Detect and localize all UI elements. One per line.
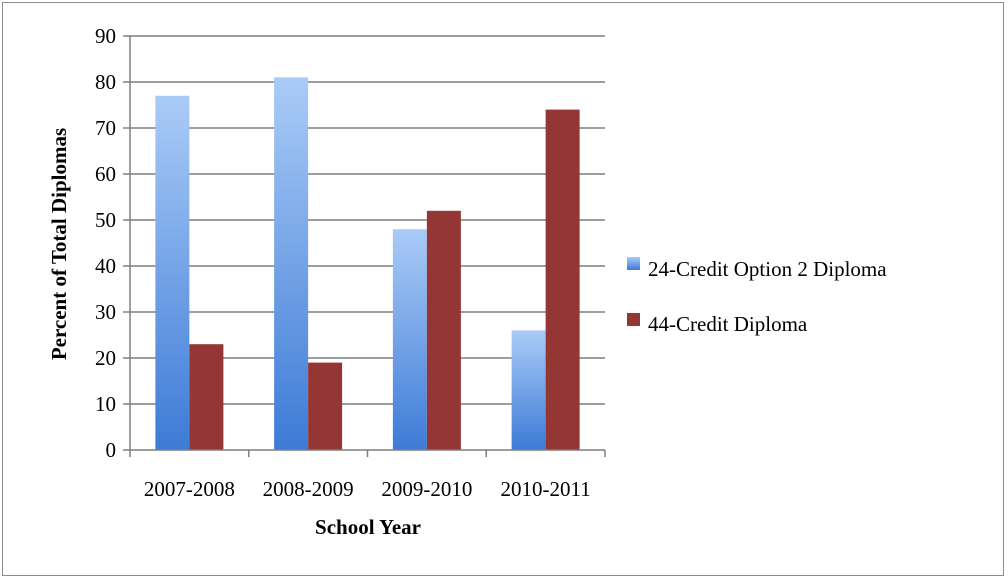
bar-44-credit — [189, 344, 224, 450]
bar-24-credit — [155, 95, 190, 451]
x-axis-title: School Year — [315, 515, 421, 539]
y-tick-label: 40 — [95, 254, 116, 278]
legend-swatch-series-1 — [627, 257, 640, 270]
legend-swatch-series-2 — [627, 313, 640, 326]
bar-44-credit — [426, 210, 461, 450]
y-tick-label: 20 — [95, 346, 116, 370]
legend: 24-Credit Option 2 Diploma 44-Credit Dip… — [627, 257, 887, 336]
y-tick-label: 90 — [95, 24, 116, 48]
bars — [155, 77, 580, 451]
x-tick-label: 2007-2008 — [144, 477, 235, 501]
axis-labels: School Year Percent of Total Diplomas — [47, 128, 421, 539]
bar-24-credit — [511, 330, 546, 450]
x-tick-label: 2009-2010 — [381, 477, 472, 501]
y-tick-label: 30 — [95, 300, 116, 324]
bar-44-credit — [545, 109, 580, 450]
y-tick-label: 0 — [106, 438, 117, 462]
y-tick-label: 60 — [95, 162, 116, 186]
legend-label-series-1: 24-Credit Option 2 Diploma — [648, 257, 887, 281]
legend-label-series-2: 44-Credit Diploma — [648, 312, 808, 336]
y-tick-label: 10 — [95, 392, 116, 416]
y-axis-title: Percent of Total Diplomas — [47, 128, 71, 360]
x-tick-label: 2010-2011 — [501, 477, 591, 501]
y-tick-label: 80 — [95, 70, 116, 94]
axes: 0 10 20 30 40 50 60 70 80 90 2007-2008 2008-2009 200… — [95, 24, 606, 501]
y-tick-label: 50 — [95, 208, 116, 232]
bar-24-credit — [392, 229, 427, 450]
bar-24-credit — [274, 77, 309, 451]
y-tick-label: 70 — [95, 116, 116, 140]
x-tick-label: 2008-2009 — [263, 477, 354, 501]
bar-44-credit — [308, 362, 343, 450]
